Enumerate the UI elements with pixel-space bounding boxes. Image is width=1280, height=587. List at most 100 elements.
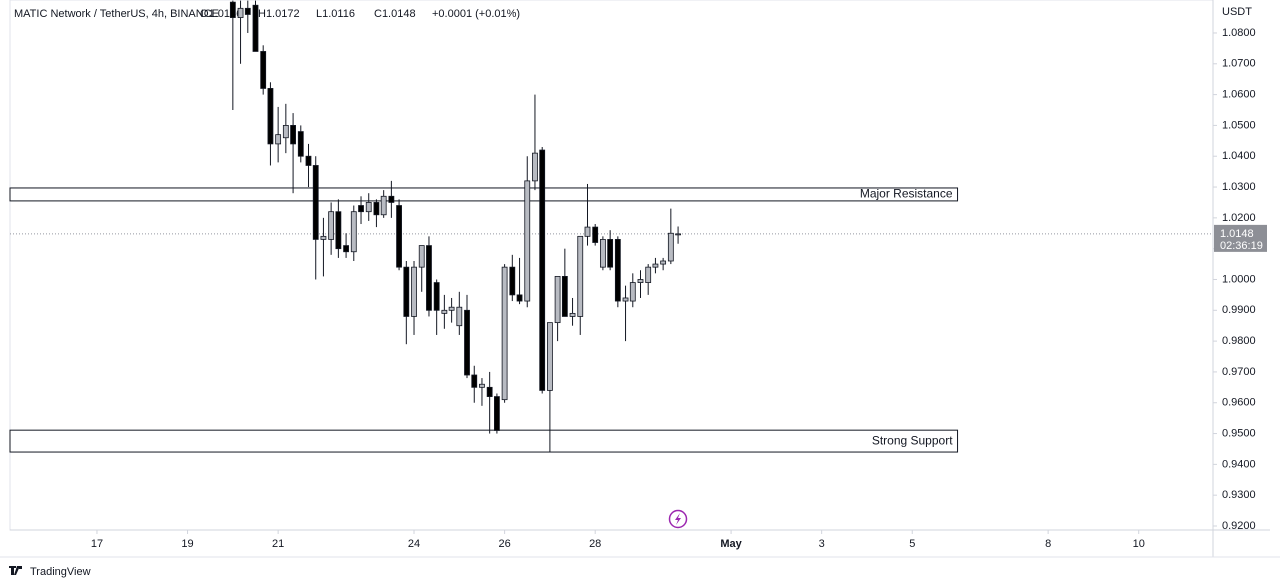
candle-body	[494, 396, 500, 431]
candle-body	[532, 152, 538, 182]
candle-body	[229, 1, 236, 18]
y-tick-label: 0.9300	[1222, 489, 1256, 501]
y-tick-label: 0.9600	[1222, 397, 1256, 409]
candle-body	[335, 211, 342, 250]
y-tick-label: 1.0800	[1222, 27, 1256, 39]
y-tick-label: 0.9900	[1222, 304, 1256, 316]
candle-body	[599, 239, 606, 268]
countdown: 02:36:19	[1220, 240, 1263, 252]
candle-body	[275, 134, 282, 145]
candle-body	[244, 7, 251, 15]
brand-logo	[9, 566, 22, 575]
last-price-box	[1214, 224, 1267, 252]
ohlc-value: C1.0148	[374, 8, 416, 20]
candle-body	[418, 245, 425, 268]
last-price-label: 1.0148	[1220, 228, 1254, 240]
candle-body	[509, 266, 516, 296]
candle-body	[524, 180, 531, 302]
candle-body	[380, 195, 387, 216]
candle-body	[547, 322, 553, 391]
candle-body	[501, 266, 508, 401]
candle-body	[350, 211, 357, 253]
candle-body	[320, 235, 327, 240]
candle-body	[584, 226, 591, 237]
candle-body	[660, 260, 667, 265]
candle-body	[252, 4, 259, 52]
x-tick-label: 19	[181, 538, 193, 550]
candle-body	[486, 386, 493, 397]
candle-body	[622, 297, 629, 302]
zone-label: Strong Support	[872, 433, 953, 447]
x-tick-label: May	[720, 538, 742, 550]
y-tick-label: 0.9400	[1222, 458, 1256, 470]
lightning-icon[interactable]	[668, 509, 688, 529]
x-tick-label: 21	[272, 538, 284, 550]
candle-body	[652, 263, 659, 268]
candle-body	[577, 235, 584, 317]
ohlc-value: +0.0001 (+0.01%)	[432, 8, 520, 20]
axis-unit: USDT	[1222, 6, 1252, 18]
candle-body	[675, 233, 681, 236]
candle-body	[290, 125, 296, 145]
x-tick-label: 28	[589, 538, 601, 550]
zone-label: Major Resistance	[860, 187, 953, 201]
y-tick-label: 1.0500	[1222, 119, 1256, 131]
candle-body	[396, 205, 402, 268]
candle-body	[592, 226, 599, 243]
candle-body	[561, 276, 568, 317]
candle-body	[539, 149, 546, 391]
candle-body	[516, 294, 523, 302]
x-tick-label: 8	[1045, 538, 1051, 550]
y-tick-label: 1.0600	[1222, 89, 1256, 101]
candle-body	[388, 195, 395, 203]
candle-body	[411, 266, 417, 317]
candle-body	[464, 309, 470, 376]
candle-body	[267, 88, 274, 145]
candle-body	[312, 165, 319, 240]
candle-body	[426, 245, 432, 311]
chart-title: MATIC Network / TetherUS, 4h, BINANCE	[14, 8, 219, 20]
zone-box	[9, 429, 959, 453]
candle-body	[365, 202, 372, 213]
y-tick-label: 0.9500	[1222, 427, 1256, 439]
candle-body	[305, 155, 312, 166]
candle-body	[237, 7, 244, 18]
candle-body	[614, 239, 621, 302]
candle-body	[260, 51, 267, 89]
x-tick-label: 24	[408, 538, 420, 550]
candle-body	[433, 282, 440, 311]
x-tick-label: 10	[1133, 538, 1145, 550]
candle-body	[328, 211, 335, 240]
ohlc-value: H1.0172	[258, 8, 300, 20]
brand: TradingView	[30, 566, 91, 578]
candle-body	[448, 306, 455, 311]
x-tick-label: 5	[909, 538, 915, 550]
candle-body	[343, 245, 349, 253]
x-tick-label: 26	[498, 538, 510, 550]
ohlc-value: L1.0116	[316, 8, 355, 20]
candle-body	[403, 266, 410, 317]
candle-body	[282, 125, 289, 139]
y-tick-label: 1.0700	[1222, 58, 1256, 70]
candle-body	[667, 232, 674, 262]
x-tick-label: 3	[819, 538, 825, 550]
candle-body	[637, 279, 644, 283]
candle-body	[358, 205, 364, 213]
candle-body	[645, 266, 652, 283]
y-tick-label: 1.0300	[1222, 181, 1256, 193]
zone-box	[9, 187, 959, 202]
candle-body	[441, 309, 448, 314]
y-tick-label: 1.0200	[1222, 212, 1256, 224]
y-tick-label: 0.9700	[1222, 366, 1256, 378]
candle-body	[554, 276, 561, 324]
candle-body	[607, 239, 614, 268]
y-tick-label: 1.0400	[1222, 150, 1256, 162]
y-tick-label: 0.9800	[1222, 335, 1256, 347]
candle-body	[471, 374, 478, 388]
candle-body	[456, 306, 463, 327]
candle-body	[569, 312, 576, 317]
candle-body	[479, 383, 485, 388]
candle-body	[297, 131, 304, 157]
